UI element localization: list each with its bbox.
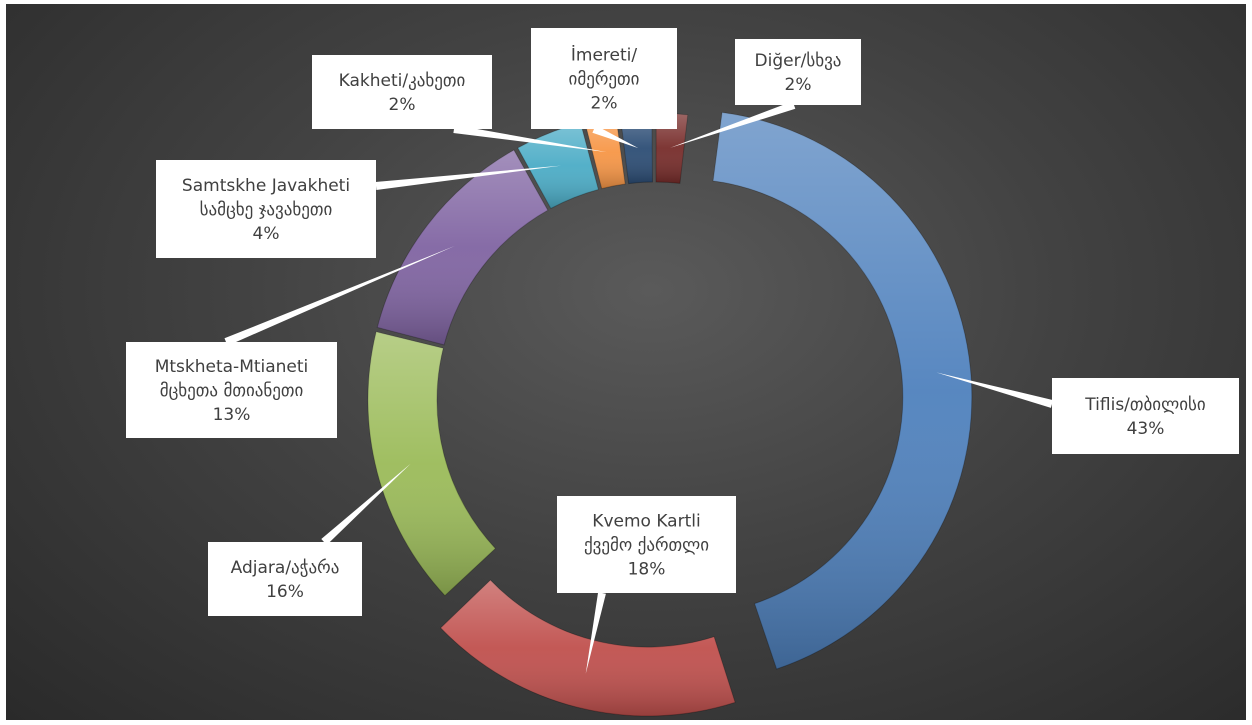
label-box [1052, 378, 1239, 454]
label-percent: 16% [266, 582, 304, 602]
data-label-adjara: Adjara/აჭარა 16% [208, 542, 362, 616]
slice-gloss-tiflis [713, 112, 972, 669]
slice-tiflis [712, 111, 973, 670]
slice-mtskheta-mtianeti [376, 149, 549, 346]
leader-line-kvemo [585, 592, 606, 674]
label-category: სამცხე ჯავახეთი [200, 200, 333, 220]
leader-line-tiflis [936, 372, 1054, 408]
label-percent: 4% [253, 224, 280, 244]
leader-line-kakheti [453, 125, 607, 153]
data-label-dier: Diğer/სხვა 2% [735, 39, 861, 105]
label-percent: 2% [389, 95, 416, 115]
slice-adjara [367, 331, 497, 597]
slice-gloss-kakheti [584, 115, 626, 189]
slice-gloss-adjara [367, 331, 496, 596]
slice-gloss-samtskhe [517, 122, 599, 209]
label-category: İmereti/ [571, 45, 637, 66]
leader-line-imereti [592, 125, 639, 149]
leader-line-dier [670, 101, 796, 148]
label-category: Kvemo Kartli [592, 512, 700, 532]
leader-line-samtskhe [375, 165, 562, 190]
label-category: ქვემო ქართლი [584, 536, 709, 556]
label-percent: 18% [628, 560, 666, 580]
slice-samtskhe [517, 122, 600, 210]
label-box [208, 542, 362, 616]
label-box [126, 342, 337, 438]
data-label-samtskhe: Samtskhe Javakheti სამცხე ჯავახეთი 4% [156, 160, 376, 258]
label-category: მცხეთა მთიანეთი [160, 381, 304, 401]
label-category: Mtskheta-Mtianeti [155, 357, 309, 377]
slice-dier [655, 112, 689, 184]
label-category: Samtskhe Javakheti [182, 176, 350, 196]
label-box [557, 496, 736, 593]
leader-line-adjara [321, 463, 411, 545]
slice-gloss-dier [656, 113, 688, 184]
label-category: Diğer/სხვა [755, 51, 842, 71]
label-category: Tiflis/თბილისი [1084, 395, 1205, 415]
label-percent: 13% [213, 405, 251, 425]
slice-gloss-kvemo [440, 580, 736, 717]
slice-gloss-mtskheta-mtianeti [377, 150, 548, 345]
data-label-kakheti: Kakheti/კახეთი 2% [312, 55, 492, 129]
leader-line-mtskheta-mtianeti [224, 245, 455, 346]
data-label-kvemo: Kvemo Kartli ქვემო ქართლი 18% [557, 496, 736, 593]
slice-imereti [619, 112, 654, 185]
label-category: Kakheti/კახეთი [339, 71, 466, 91]
label-box [312, 55, 492, 129]
data-label-imereti: İmereti/იმერეთი 2% [531, 28, 677, 129]
label-category: Adjara/აჭარა [231, 558, 340, 578]
label-percent: 2% [785, 75, 812, 95]
label-percent: 43% [1127, 419, 1165, 439]
data-label-mtskheta-mtianeti: Mtskheta-Mtianeti მცხეთა მთიანეთი 13% [126, 342, 337, 438]
slice-gloss-imereti [620, 113, 653, 184]
label-category: იმერეთი [569, 70, 640, 90]
label-percent: 2% [591, 94, 618, 114]
data-label-tiflis: Tiflis/თბილისი 43% [1052, 378, 1239, 454]
slice-kvemo [439, 579, 736, 717]
label-box [735, 39, 861, 105]
label-box [531, 28, 677, 129]
label-box [156, 160, 376, 258]
